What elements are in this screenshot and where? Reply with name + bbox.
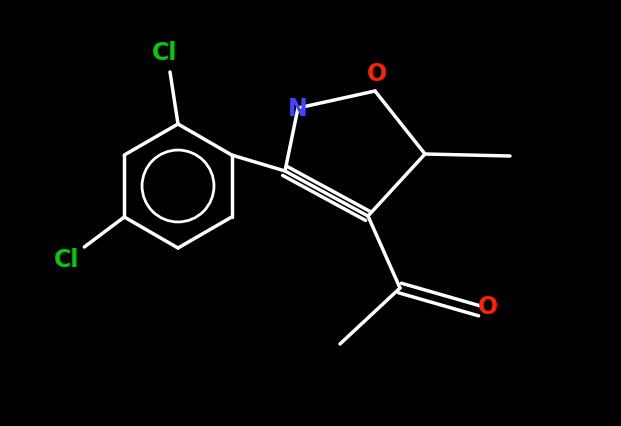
Text: O: O (367, 62, 387, 86)
Text: O: O (478, 294, 498, 318)
Text: Cl: Cl (53, 248, 79, 271)
Text: Cl: Cl (152, 41, 178, 65)
Text: N: N (288, 97, 308, 121)
